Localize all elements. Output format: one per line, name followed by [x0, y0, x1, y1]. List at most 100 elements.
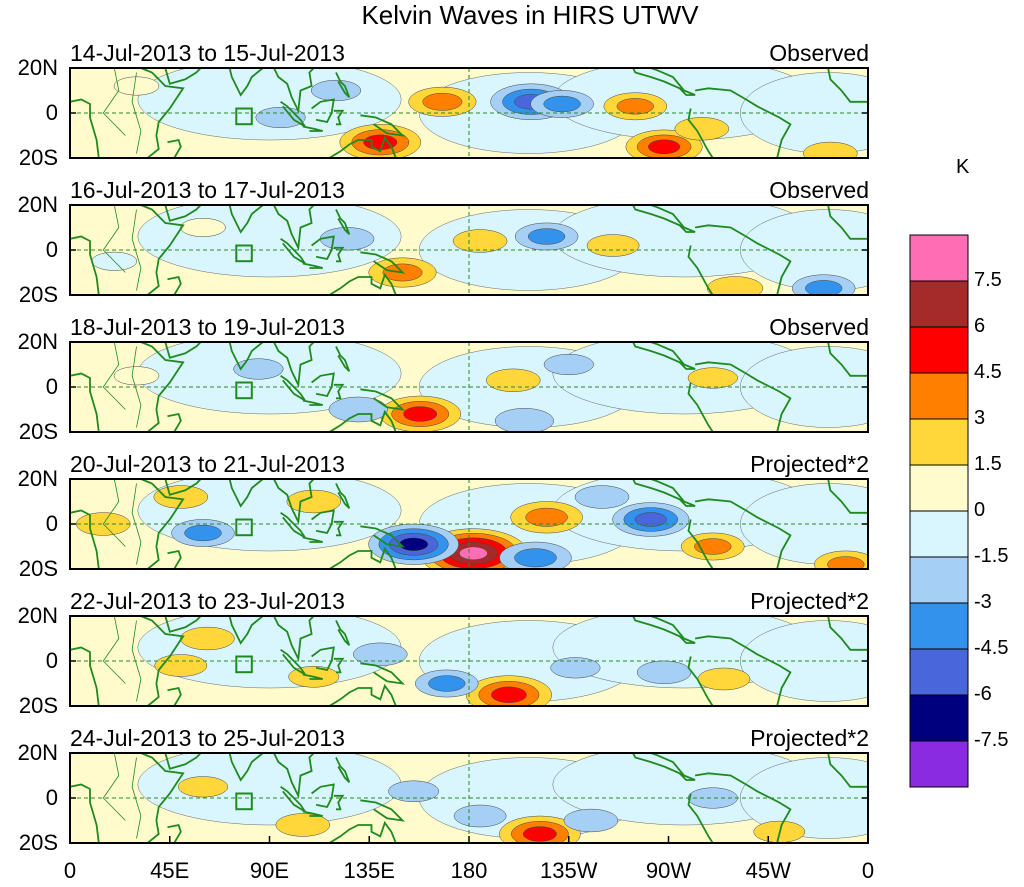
coastline	[302, 673, 323, 680]
border-line	[131, 72, 142, 154]
coastline	[335, 483, 351, 509]
coastline	[70, 753, 185, 843]
colorbar-tick-label: -1.5	[974, 545, 1009, 567]
colorbar-swatch	[909, 280, 969, 328]
coastline	[827, 342, 868, 377]
y-tick-label: 0	[45, 648, 58, 673]
y-tick-label: 0	[45, 100, 58, 125]
anomaly-contour	[453, 804, 507, 828]
colorbar-tick-label: 1.5	[974, 453, 1002, 475]
coastline	[280, 101, 306, 128]
anomaly-contour	[113, 366, 160, 386]
y-tick-label: 0	[45, 237, 58, 262]
coastline	[70, 342, 185, 432]
coastline	[632, 479, 696, 507]
y-tick-label: 20S	[18, 145, 58, 170]
coastline	[167, 275, 182, 295]
anomaly-contour	[563, 808, 619, 833]
y-tick-label: 0	[45, 511, 58, 536]
border-line	[131, 346, 142, 428]
anomaly-contour	[827, 556, 865, 569]
coastline	[360, 388, 406, 411]
y-tick-label: 20S	[18, 419, 58, 444]
anomaly-contour	[648, 139, 681, 155]
anomaly-contour	[491, 686, 527, 703]
anomaly-contour	[805, 280, 843, 295]
coastline	[687, 635, 792, 706]
coastline	[273, 205, 315, 251]
anomaly-contour	[674, 117, 730, 141]
y-tick-label: 20S	[18, 693, 58, 718]
anomaly-contour	[399, 537, 429, 551]
coastline	[70, 616, 185, 706]
coastline	[302, 536, 323, 543]
anomaly-contour	[177, 776, 229, 798]
anomaly-contour	[486, 368, 541, 392]
anomaly-contour	[687, 367, 738, 389]
x-tick-label: 90W	[645, 858, 692, 883]
coastline	[273, 479, 315, 525]
border-line	[131, 483, 142, 565]
coastline	[632, 205, 696, 233]
coastline	[827, 753, 868, 788]
region-box	[235, 107, 253, 126]
coastline	[220, 205, 264, 234]
coastline	[164, 753, 202, 770]
panel-5	[69, 615, 869, 707]
anomaly-contour	[275, 813, 331, 837]
anomaly-contour	[422, 92, 463, 111]
anomaly-contour	[494, 408, 554, 432]
coastline	[167, 549, 182, 569]
chart-title: Kelvin Waves in HIRS UTWV	[361, 0, 699, 30]
y-tick-label: 20S	[18, 830, 58, 855]
colorbar-tick-label: -6	[974, 683, 992, 705]
anomaly-contour	[694, 538, 732, 555]
border-line	[131, 620, 142, 702]
coastline	[335, 209, 351, 235]
coastline	[311, 235, 335, 261]
border-line	[102, 205, 126, 273]
coastline	[687, 224, 792, 295]
background-contour	[137, 753, 402, 826]
coastline	[632, 68, 696, 96]
region-box	[235, 792, 253, 811]
coastline	[632, 616, 696, 644]
x-tick-label: 135W	[540, 858, 598, 883]
colorbar-swatch	[909, 326, 969, 374]
x-tick-label: 180	[450, 858, 488, 883]
colorbar-swatch	[909, 556, 969, 604]
coastline	[302, 810, 323, 817]
coastline	[311, 98, 335, 124]
x-tick-label: 45W	[745, 858, 791, 883]
colorbar-swatch	[909, 602, 969, 650]
coastline	[220, 342, 264, 371]
anomaly-contour	[328, 396, 388, 423]
panel-date: 20-Jul-2013 to 21-Jul-2013	[70, 451, 345, 477]
coastline	[220, 479, 264, 508]
coastline	[687, 361, 792, 432]
coastline	[687, 772, 792, 843]
coastline	[220, 753, 264, 782]
coastline	[687, 498, 792, 569]
colorbar-swatch	[909, 418, 969, 466]
coastline	[273, 753, 315, 799]
coastline	[164, 616, 202, 633]
colorbar-tick-label: 4.5	[974, 361, 1002, 383]
panel-date: 22-Jul-2013 to 23-Jul-2013	[70, 588, 345, 614]
coastline	[827, 479, 868, 514]
coastline	[220, 616, 264, 645]
colorbar-swatch	[909, 372, 969, 420]
y-tick-label: 20N	[17, 55, 58, 80]
anomaly-contour	[113, 76, 160, 96]
panel-3	[69, 341, 869, 433]
coastline	[360, 799, 406, 822]
coastline	[360, 114, 406, 137]
anomaly-contour	[153, 485, 209, 509]
coastline	[333, 520, 345, 537]
border-line	[102, 753, 126, 821]
colorbar-tick-label: -3	[974, 591, 992, 613]
panel-date: 14-Jul-2013 to 15-Jul-2013	[70, 40, 345, 66]
colorbar-tick-label: 3	[974, 407, 986, 429]
panel-2	[69, 204, 869, 296]
y-tick-label: 20S	[18, 556, 58, 581]
